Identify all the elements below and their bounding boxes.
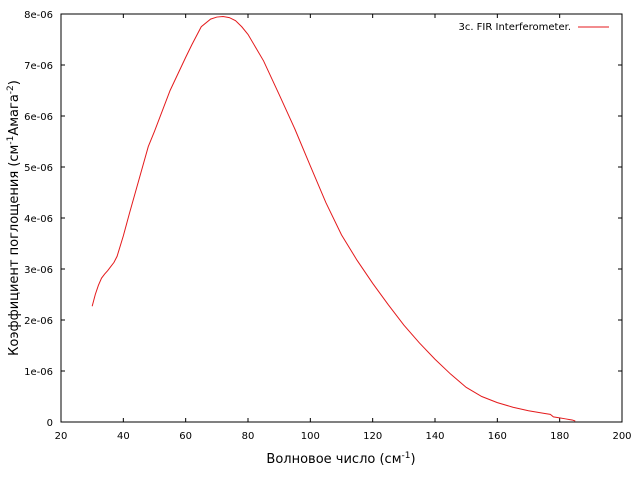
- plot-frame: [60, 13, 623, 423]
- legend: 3c. FIR Interferometer.: [458, 22, 609, 33]
- y-tick-label: 4e-06: [24, 214, 53, 225]
- y-tick-label: 5e-06: [24, 163, 53, 174]
- legend-label: 3c. FIR Interferometer.: [458, 22, 571, 33]
- x-tick-label: 200: [612, 431, 631, 442]
- y-tick-label: 3e-06: [24, 265, 53, 276]
- y-tick-label: 6e-06: [24, 112, 53, 123]
- x-tick-label: 180: [550, 431, 569, 442]
- x-axis-ticks: 20 40 60 80 100 120 140 160 180 200: [55, 14, 632, 442]
- x-tick-label: 80: [242, 431, 255, 442]
- x-tick-label: 20: [55, 431, 68, 442]
- series-line-fir-interferometer: [91, 16, 576, 422]
- x-axis-title: Волновое число (см-1): [266, 451, 415, 467]
- y-axis-ticks: 0 1e-06 2e-06 3e-06 4e-06 5e-06 6e-06 7e-06 8e-0…: [24, 10, 622, 429]
- y-tick-label: 7e-06: [24, 61, 53, 72]
- x-tick-label: 100: [301, 431, 320, 442]
- x-tick-label: 140: [425, 431, 444, 442]
- x-tick-label: 120: [363, 431, 382, 442]
- x-tick-label: 60: [179, 431, 192, 442]
- x-tick-label: 160: [488, 431, 507, 442]
- x-tick-label: 40: [117, 431, 130, 442]
- y-tick-label: 8e-06: [24, 10, 53, 21]
- y-tick-label: 1e-06: [24, 367, 53, 378]
- y-tick-label: 0: [47, 418, 53, 429]
- y-axis-title: Коэффициент поглощения (см-1Амага-2): [6, 80, 22, 356]
- y-tick-label: 2e-06: [24, 316, 53, 327]
